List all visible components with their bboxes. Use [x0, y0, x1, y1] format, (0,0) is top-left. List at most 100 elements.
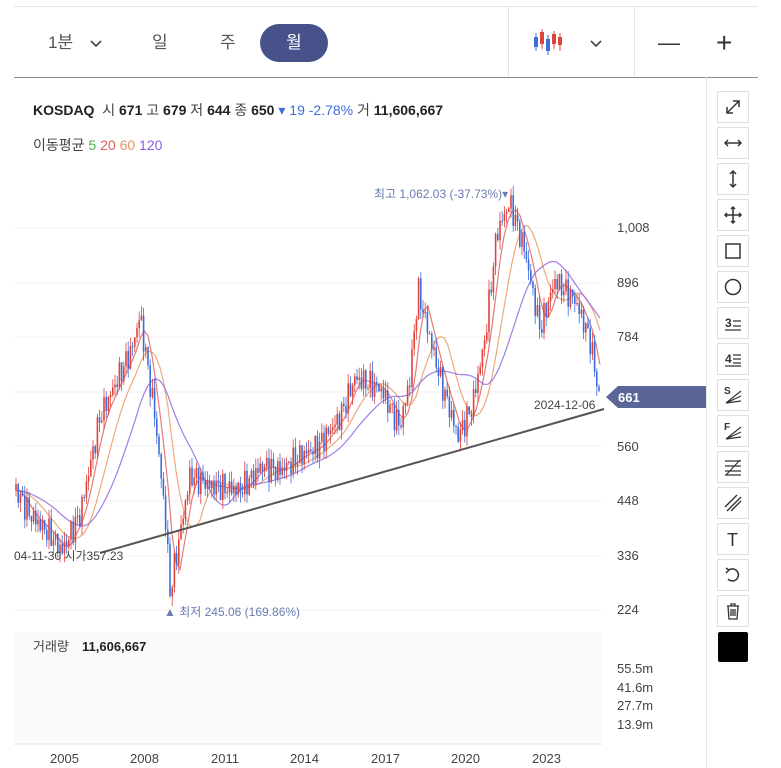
candle-body: [384, 390, 387, 399]
candle-body: [259, 463, 261, 473]
candle-body: [206, 479, 209, 489]
text-icon[interactable]: T: [717, 523, 749, 555]
candle-body: [59, 544, 61, 554]
fib-ret-icon[interactable]: [717, 451, 749, 483]
y-tick-896: 896: [617, 275, 639, 290]
candle-body: [270, 458, 272, 483]
candle-body: [442, 367, 444, 401]
candle-body: [510, 195, 512, 209]
color-swatch[interactable]: [717, 631, 749, 663]
trend-end-label: 2024-12-06: [534, 398, 596, 412]
chart-type-select[interactable]: [532, 27, 564, 65]
candle-body: [162, 478, 165, 496]
candle-body: [373, 382, 376, 397]
candle-body: [307, 449, 310, 454]
candle-body: [299, 445, 301, 464]
candlesticks: [15, 185, 600, 606]
candle-body: [30, 515, 33, 522]
parallel-lines-icon[interactable]: [717, 487, 749, 519]
candle-body: [252, 470, 255, 484]
trend-start-label: 04-11-30 시가357.23: [14, 549, 124, 563]
change-arrow: ▾: [278, 102, 286, 118]
color-swatch-fill: [718, 632, 748, 662]
candle-body: [444, 389, 446, 401]
candle-body: [200, 472, 202, 495]
period-day-tab[interactable]: 일: [152, 33, 168, 52]
candle-body: [574, 296, 576, 304]
candle-body: [257, 467, 259, 473]
undo-icon[interactable]: [717, 559, 749, 591]
candle-body: [120, 362, 123, 381]
candle-body: [402, 406, 404, 428]
candle-body: [534, 287, 536, 316]
candle-body: [151, 387, 154, 397]
candle-body: [92, 446, 94, 460]
candle-body: [393, 403, 396, 431]
trend-line[interactable]: [99, 408, 605, 554]
t-text: T: [727, 530, 738, 549]
price-chart[interactable]: 1,008 896 784 560 448 336 224 최고 1,062.0…: [0, 77, 706, 768]
candle-body: [54, 534, 57, 540]
candle-body: [94, 446, 96, 454]
candle-body: [448, 396, 451, 418]
candle-body: [15, 484, 17, 491]
fib3-text: 3: [725, 316, 732, 330]
candle-body: [483, 340, 486, 350]
interval-select[interactable]: 1분: [48, 24, 102, 62]
open-value: 671: [119, 102, 143, 118]
rectangle-icon[interactable]: [717, 235, 749, 267]
candle-body: [380, 388, 382, 392]
candle-body: [63, 541, 66, 554]
x-tick-2020: 2020: [451, 751, 480, 766]
trash-icon[interactable]: [717, 595, 749, 627]
period-week-tab[interactable]: 주: [220, 33, 236, 52]
drawing-toolbar: 3 4 S F T: [706, 77, 759, 768]
candle-body: [457, 426, 459, 442]
candle-body: [433, 347, 435, 350]
zoom-out-button[interactable]: —: [658, 30, 680, 55]
candle-body: [413, 331, 415, 349]
zoom-in-button[interactable]: +: [716, 27, 733, 58]
candle-body: [222, 473, 224, 500]
candle-body: [455, 425, 457, 427]
s-text: S: [724, 386, 731, 397]
vertical-resize-icon[interactable]: [717, 163, 749, 195]
interval-label: 1분: [48, 33, 74, 52]
fib-3-icon[interactable]: 3: [717, 307, 749, 339]
candle-body: [237, 482, 239, 495]
period-month-tab[interactable]: 월: [260, 24, 328, 62]
candle-body: [406, 385, 409, 404]
candle-body: [499, 220, 501, 241]
high-value: 679: [163, 102, 187, 118]
horizontal-resize-icon[interactable]: [717, 127, 749, 159]
speed-fan-icon[interactable]: S: [717, 379, 749, 411]
ma-20: 20: [100, 137, 116, 153]
move-icon[interactable]: [717, 199, 749, 231]
candle-body: [558, 273, 561, 290]
candle-body: [461, 420, 464, 430]
fib-4-icon[interactable]: 4: [717, 343, 749, 375]
expand-icon[interactable]: [717, 91, 749, 123]
candle-body: [61, 544, 63, 554]
candle-body: [521, 232, 523, 247]
fib-fan-icon[interactable]: F: [717, 415, 749, 447]
candle-body: [241, 492, 244, 495]
chart-type-dropdown[interactable]: [590, 24, 602, 62]
candle-body: [327, 427, 330, 434]
candle-body: [83, 496, 85, 498]
candle-body: [186, 494, 189, 501]
candle-body: [576, 303, 578, 305]
candle-body: [114, 384, 116, 388]
moving-average-legend[interactable]: 이동평균 5 20 60 120: [33, 135, 162, 155]
candle-body: [134, 337, 136, 347]
candle-body: [142, 315, 145, 352]
candle-body: [296, 463, 299, 466]
candle-body: [153, 387, 156, 419]
candle-body: [230, 481, 233, 494]
candle-body: [32, 511, 35, 522]
candle-body: [340, 403, 343, 431]
current-price-tag: 661: [606, 386, 706, 408]
candle-body: [563, 291, 565, 296]
candle-body: [184, 500, 187, 519]
circle-icon[interactable]: [717, 271, 749, 303]
